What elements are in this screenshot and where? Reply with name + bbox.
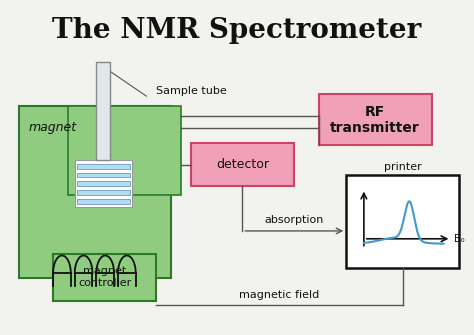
Text: B₀: B₀ bbox=[455, 234, 465, 244]
Bar bbox=[77, 164, 130, 169]
Bar bbox=[68, 106, 181, 195]
Bar bbox=[346, 175, 459, 268]
Bar bbox=[77, 199, 130, 204]
Bar bbox=[77, 190, 130, 195]
Bar bbox=[53, 254, 156, 301]
Bar bbox=[319, 94, 432, 145]
Bar bbox=[96, 62, 110, 160]
Bar bbox=[77, 173, 130, 178]
Bar bbox=[75, 160, 132, 207]
Text: RF
transmitter: RF transmitter bbox=[330, 105, 420, 135]
Text: Sample tube: Sample tube bbox=[156, 86, 227, 96]
Text: printer: printer bbox=[384, 162, 421, 172]
Bar bbox=[18, 106, 171, 278]
Text: magnet
controller: magnet controller bbox=[78, 266, 131, 288]
Bar bbox=[77, 181, 130, 186]
Text: detector: detector bbox=[216, 158, 269, 171]
Text: absorption: absorption bbox=[264, 215, 324, 225]
Text: magnetic field: magnetic field bbox=[239, 290, 319, 300]
Text: magnet: magnet bbox=[28, 121, 77, 134]
Text: The NMR Spectrometer: The NMR Spectrometer bbox=[52, 17, 422, 44]
Bar bbox=[191, 143, 294, 186]
